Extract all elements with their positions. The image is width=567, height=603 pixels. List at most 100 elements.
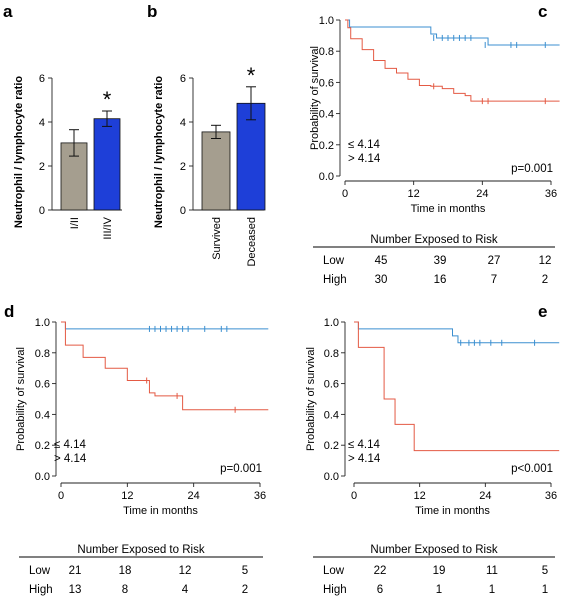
- x-tick-label-a: III/IV: [102, 216, 114, 239]
- risk-cell-d: 12: [179, 565, 192, 577]
- bar-b: [201, 131, 231, 211]
- p-value-d: p=0.001: [220, 463, 262, 475]
- risk-row-label-d: Low: [29, 565, 51, 577]
- y-tick-label-e: 0.8: [324, 348, 339, 360]
- risk-row-label-c: Low: [323, 255, 345, 267]
- risk-row-label-e: High: [323, 584, 347, 596]
- y-tick-label-d: 0.6: [35, 379, 50, 391]
- panel-c: c 0.0 0.2 0.4 0.6 0.8 1.0 0 12 24 36 Time in months…: [309, 2, 560, 286]
- risk-cell-d: 18: [119, 565, 132, 577]
- bar-b: [236, 102, 266, 211]
- x-tick-label-c: 12: [408, 188, 420, 200]
- risk-cell-c: 2: [542, 274, 548, 286]
- risk-cell-d: 21: [69, 565, 82, 577]
- panel-a: a 0 2 4 6 Neutrophil / lymphocyte ratio I/II II…: [3, 2, 122, 240]
- x-axis-label-c: Time in months: [411, 203, 486, 215]
- y-tick-label-a: 0: [39, 205, 45, 217]
- panel-label-b: b: [147, 2, 157, 21]
- risk-row-label-e: Low: [323, 565, 345, 577]
- x-tick-label-b: Survived: [211, 217, 223, 260]
- panel-label-c: c: [538, 2, 547, 21]
- risk-table-title-d: Number Exposed to Risk: [77, 544, 204, 556]
- risk-cell-c: 16: [434, 274, 447, 286]
- x-tick-label-b: Deceased: [246, 217, 258, 267]
- panel-b: b 0 2 4 6 Neutrophil / lymphocyte ratio Surviv…: [147, 2, 266, 267]
- risk-cell-c: 27: [488, 255, 501, 267]
- bar-a: [93, 118, 121, 211]
- y-tick-label-c: 0.8: [319, 46, 334, 58]
- risk-cell-d: 2: [242, 584, 248, 596]
- x-tick-label-d: 12: [121, 490, 133, 502]
- y-tick-label-e: 0.2: [324, 440, 339, 452]
- y-axis-label-e: Probability of survival: [305, 347, 317, 451]
- risk-cell-d: 5: [242, 565, 248, 577]
- y-tick-label-e: 0.4: [324, 409, 339, 421]
- risk-cell-e: 22: [374, 565, 387, 577]
- y-tick-label-e: 0.0: [324, 471, 339, 483]
- risk-cell-e: 1: [542, 584, 548, 596]
- y-tick-label-a: 2: [39, 161, 45, 173]
- x-tick-label-d: 0: [58, 490, 64, 502]
- y-tick-label-a: 6: [39, 73, 45, 85]
- x-tick-label-d: 36: [254, 490, 266, 502]
- legend-entry-e: ≤ 4.14: [348, 439, 380, 451]
- risk-cell-d: 4: [182, 584, 189, 596]
- risk-cell-e: 19: [433, 565, 446, 577]
- survival-curve-e: [354, 321, 560, 344]
- panel-e: e 0.0 0.2 0.4 0.6 0.8 1.0 0 12 24 36 Time in months…: [305, 302, 560, 596]
- y-tick-label-c: 0.2: [319, 140, 334, 152]
- y-tick-label-d: 1.0: [35, 317, 50, 329]
- x-tick-label-c: 0: [342, 188, 348, 200]
- risk-cell-d: 8: [122, 584, 128, 596]
- x-tick-label-e: 12: [414, 490, 426, 502]
- risk-table-title-c: Number Exposed to Risk: [370, 234, 497, 246]
- y-tick-label-c: 0.4: [319, 109, 334, 121]
- p-value-e: p<0.001: [511, 463, 553, 475]
- y-axis-label-a: Neutrophil / lymphocyte ratio: [13, 76, 25, 228]
- x-tick-label-d: 24: [188, 490, 200, 502]
- x-axis-label-e: Time in months: [415, 505, 490, 517]
- y-tick-label-b: 4: [180, 117, 186, 129]
- risk-cell-c: 45: [375, 255, 388, 267]
- panel-label-a: a: [3, 2, 13, 21]
- x-tick-label-e: 36: [545, 490, 557, 502]
- legend-entry-c: ≤ 4.14: [348, 139, 380, 151]
- legend-entry-e: > 4.14: [348, 453, 381, 465]
- y-axis-label-d: Probability of survival: [15, 347, 27, 451]
- x-axis-label-d: Time in months: [123, 505, 198, 517]
- risk-cell-c: 7: [491, 274, 497, 286]
- risk-cell-c: 12: [539, 255, 552, 267]
- survival-curve-e: [354, 321, 560, 452]
- y-axis-label-b: Neutrophil / lymphocyte ratio: [153, 76, 165, 228]
- y-tick-label-b: 2: [180, 161, 186, 173]
- survival-curve-c: [345, 19, 560, 46]
- legend-entry-c: > 4.14: [348, 153, 381, 165]
- legend-entry-d: > 4.14: [54, 453, 87, 465]
- y-tick-label-d: 0.8: [35, 348, 50, 360]
- risk-table-title-e: Number Exposed to Risk: [370, 544, 497, 556]
- risk-row-label-c: High: [323, 274, 347, 286]
- risk-cell-c: 39: [434, 255, 447, 267]
- risk-cell-e: 11: [486, 565, 498, 577]
- significance-marker-a: *: [103, 87, 112, 112]
- y-tick-label-d: 0.0: [35, 471, 50, 483]
- x-tick-label-c: 24: [476, 188, 488, 200]
- y-tick-label-d: 0.2: [35, 440, 50, 452]
- survival-curve-d: [61, 321, 269, 330]
- y-tick-label-b: 6: [180, 73, 186, 85]
- y-tick-label-a: 4: [39, 117, 45, 129]
- p-value-c: p=0.001: [511, 163, 553, 175]
- y-tick-label-b: 0: [180, 205, 186, 217]
- risk-cell-e: 1: [489, 584, 495, 596]
- risk-cell-e: 6: [377, 584, 383, 596]
- y-tick-label-c: 0.6: [319, 77, 334, 89]
- survival-curve-c: [345, 19, 560, 102]
- risk-cell-c: 30: [375, 274, 388, 286]
- y-tick-label-e: 1.0: [324, 317, 339, 329]
- x-tick-label-e: 0: [351, 490, 357, 502]
- x-tick-label-e: 24: [479, 490, 491, 502]
- significance-marker-b: *: [247, 63, 256, 88]
- legend-entry-d: ≤ 4.14: [54, 439, 86, 451]
